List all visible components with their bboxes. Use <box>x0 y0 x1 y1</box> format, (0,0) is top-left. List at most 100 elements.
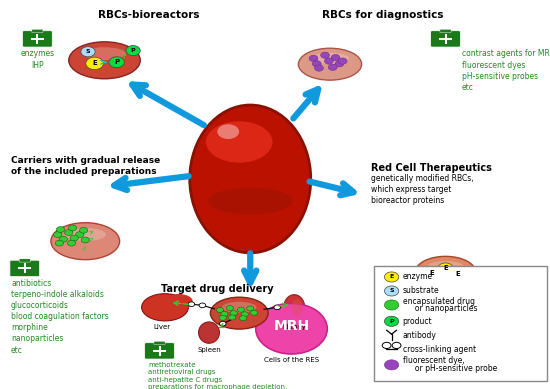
FancyBboxPatch shape <box>154 341 165 345</box>
Ellipse shape <box>65 228 106 241</box>
Circle shape <box>331 54 340 61</box>
Circle shape <box>86 57 103 70</box>
FancyBboxPatch shape <box>440 29 451 33</box>
Circle shape <box>315 65 323 71</box>
Circle shape <box>188 302 195 307</box>
Text: E: E <box>430 270 434 276</box>
Circle shape <box>384 360 399 370</box>
Circle shape <box>67 240 76 246</box>
Circle shape <box>392 342 401 349</box>
Text: S: S <box>86 49 90 54</box>
Ellipse shape <box>199 322 219 343</box>
Circle shape <box>79 227 88 233</box>
Text: Carriers with gradual release
of the included preparations: Carriers with gradual release of the inc… <box>11 156 160 176</box>
Circle shape <box>227 306 233 310</box>
Ellipse shape <box>311 53 349 64</box>
Text: enzymes
IHP: enzymes IHP <box>20 49 54 70</box>
Text: antibody: antibody <box>403 331 437 340</box>
Ellipse shape <box>83 47 126 60</box>
Text: Red Cell Therapeutics: Red Cell Therapeutics <box>371 163 492 173</box>
Circle shape <box>321 52 329 58</box>
Text: genetically modified RBCs,
which express target
bioreactor proteins: genetically modified RBCs, which express… <box>371 174 474 205</box>
Circle shape <box>338 58 347 64</box>
Circle shape <box>241 312 248 317</box>
Ellipse shape <box>292 299 302 315</box>
Text: MRH: MRH <box>273 319 310 333</box>
Text: Spleen: Spleen <box>197 347 221 352</box>
Circle shape <box>65 230 73 235</box>
Circle shape <box>216 307 223 313</box>
Circle shape <box>221 311 228 317</box>
Text: RBCs-bioreactors: RBCs-bioreactors <box>98 10 199 20</box>
Circle shape <box>251 310 257 315</box>
Circle shape <box>384 300 399 310</box>
Circle shape <box>55 240 63 246</box>
Ellipse shape <box>206 121 272 163</box>
Text: Cells of the RES: Cells of the RES <box>264 357 319 363</box>
Text: substrate: substrate <box>403 286 439 296</box>
Circle shape <box>450 268 465 279</box>
Circle shape <box>328 64 337 70</box>
FancyBboxPatch shape <box>32 29 43 33</box>
Circle shape <box>312 61 321 67</box>
Circle shape <box>229 315 235 320</box>
Circle shape <box>230 310 238 316</box>
Circle shape <box>335 61 344 67</box>
Text: or pH-sensitive probe: or pH-sensitive probe <box>403 364 497 373</box>
Text: P: P <box>131 48 135 53</box>
Circle shape <box>246 306 254 311</box>
Ellipse shape <box>208 188 293 214</box>
Circle shape <box>309 55 318 61</box>
FancyBboxPatch shape <box>10 260 40 277</box>
Circle shape <box>56 227 65 233</box>
Circle shape <box>69 225 77 231</box>
Ellipse shape <box>217 124 239 139</box>
Circle shape <box>424 268 439 279</box>
FancyBboxPatch shape <box>23 31 52 47</box>
Circle shape <box>384 316 399 326</box>
Text: methotrexate
antiretroviral drugs
anti-hepatite C drugs
preparations for macroph: methotrexate antiretroviral drugs anti-h… <box>148 362 288 389</box>
Circle shape <box>76 231 84 237</box>
Text: E: E <box>455 271 460 277</box>
Ellipse shape <box>165 294 193 309</box>
Circle shape <box>126 46 140 56</box>
Circle shape <box>109 57 124 68</box>
Text: P: P <box>114 59 119 65</box>
Circle shape <box>54 231 62 237</box>
Text: enzyme: enzyme <box>403 272 433 282</box>
Circle shape <box>81 47 95 57</box>
Text: Target drug delivery: Target drug delivery <box>161 284 273 294</box>
Ellipse shape <box>190 105 311 253</box>
FancyBboxPatch shape <box>374 266 547 381</box>
Circle shape <box>81 237 89 243</box>
Ellipse shape <box>69 42 140 79</box>
Circle shape <box>240 316 246 321</box>
Text: Kidney: Kidney <box>282 324 306 330</box>
FancyBboxPatch shape <box>145 343 174 359</box>
Circle shape <box>384 286 399 296</box>
Text: antibiotics
terpeno-indole alkaloids
glucocorticoids
blood coagulation factors
m: antibiotics terpeno-indole alkaloids glu… <box>11 279 109 354</box>
Text: P: P <box>389 319 394 324</box>
Circle shape <box>219 315 227 321</box>
Text: product: product <box>403 317 432 326</box>
Circle shape <box>59 237 67 242</box>
Circle shape <box>199 303 206 308</box>
Ellipse shape <box>210 297 268 329</box>
Circle shape <box>382 342 391 349</box>
FancyBboxPatch shape <box>431 31 460 47</box>
Text: E: E <box>92 60 97 67</box>
Ellipse shape <box>415 256 476 288</box>
Ellipse shape <box>427 261 464 272</box>
Ellipse shape <box>298 48 362 80</box>
Text: fluorescent dye,: fluorescent dye, <box>403 356 464 366</box>
Text: E: E <box>443 265 448 272</box>
Text: S: S <box>389 289 394 293</box>
Circle shape <box>256 303 327 354</box>
Text: encapsulated drug: encapsulated drug <box>403 296 475 306</box>
Ellipse shape <box>142 294 188 321</box>
Circle shape <box>70 235 78 241</box>
Text: E: E <box>389 275 394 279</box>
Ellipse shape <box>222 302 256 313</box>
Text: contrast agents for MRI
fluorescent dyes
pH-sensitive probes
etc: contrast agents for MRI fluorescent dyes… <box>462 49 550 92</box>
Text: cross-linking agent: cross-linking agent <box>403 345 476 354</box>
